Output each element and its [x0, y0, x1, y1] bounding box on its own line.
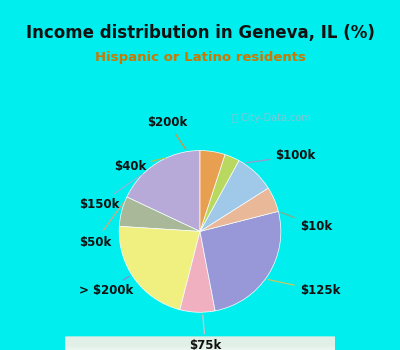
Text: $200k: $200k [148, 116, 188, 149]
Bar [65, 340, 335, 346]
Bar [65, 343, 335, 350]
Bar [65, 340, 335, 347]
Wedge shape [200, 211, 281, 311]
Bar [65, 343, 335, 350]
Wedge shape [200, 161, 268, 231]
Bar [65, 339, 335, 345]
Text: $100k: $100k [246, 149, 316, 163]
Bar [65, 342, 335, 349]
Text: Income distribution in Geneva, IL (%): Income distribution in Geneva, IL (%) [26, 24, 374, 42]
Bar [65, 338, 335, 345]
Bar [65, 343, 335, 350]
Bar [65, 339, 335, 345]
Text: $50k: $50k [79, 202, 124, 249]
Wedge shape [119, 226, 200, 310]
Bar [65, 338, 335, 345]
Bar [65, 337, 335, 344]
Text: $40k: $40k [114, 158, 165, 173]
Text: Hispanic or Latino residents: Hispanic or Latino residents [94, 51, 306, 64]
Text: $10k: $10k [281, 212, 332, 232]
Wedge shape [200, 155, 239, 231]
Wedge shape [200, 188, 278, 231]
Bar [65, 342, 335, 349]
Bar [65, 338, 335, 345]
Bar [65, 340, 335, 346]
Wedge shape [180, 231, 215, 312]
Bar [65, 338, 335, 344]
Wedge shape [127, 150, 200, 231]
Bar [65, 337, 335, 343]
Wedge shape [119, 197, 200, 231]
Bar [65, 341, 335, 348]
Bar [65, 341, 335, 348]
Bar [65, 337, 335, 344]
Bar [65, 340, 335, 346]
Bar [65, 343, 335, 350]
Bar [65, 342, 335, 349]
Bar [65, 342, 335, 348]
Bar [65, 340, 335, 347]
Bar [65, 341, 335, 348]
Bar [65, 343, 335, 349]
Bar [65, 339, 335, 346]
Bar [65, 342, 335, 349]
Text: ⓘ City-Data.com: ⓘ City-Data.com [232, 113, 311, 123]
Text: $75k: $75k [189, 315, 222, 350]
Bar [65, 341, 335, 348]
Wedge shape [200, 150, 225, 231]
Bar [65, 337, 335, 344]
Bar [65, 337, 335, 344]
Bar [65, 339, 335, 346]
Bar [65, 341, 335, 347]
Text: $150k: $150k [79, 174, 142, 211]
Text: > $200k: > $200k [79, 276, 133, 297]
Bar [65, 338, 335, 345]
Bar [65, 341, 335, 347]
Bar [65, 341, 335, 348]
Bar [65, 342, 335, 349]
Bar [65, 340, 335, 346]
Bar [65, 337, 335, 344]
Text: $125k: $125k [268, 280, 340, 297]
Bar [65, 338, 335, 345]
